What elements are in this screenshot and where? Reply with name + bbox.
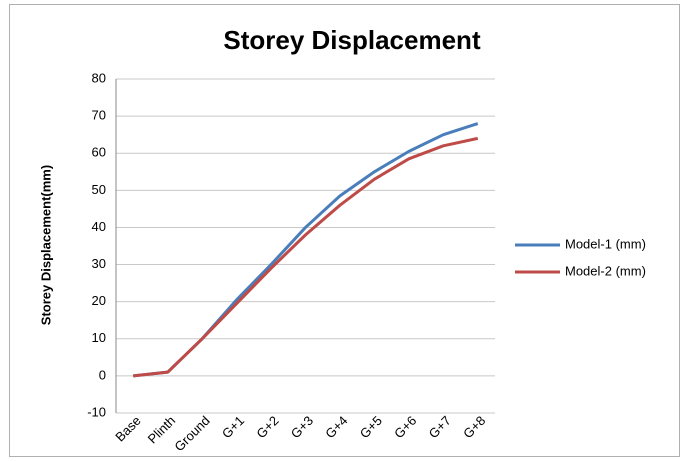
y-tick-label: 30 — [92, 256, 106, 271]
line-series — [133, 136, 479, 378]
legend-label: Model-2 (mm) — [565, 263, 646, 278]
y-tick-label: 20 — [92, 293, 106, 308]
y-tick-label: 10 — [92, 330, 106, 345]
y-tick-label: 0 — [99, 367, 106, 382]
y-tick-label: 40 — [92, 219, 106, 234]
y-tick-label: 60 — [92, 145, 106, 160]
y-tick-label: -10 — [87, 404, 106, 419]
legend-label: Model-1 (mm) — [565, 236, 646, 251]
chart-title: Storey Displacement — [223, 25, 481, 55]
y-tick-label: 80 — [92, 70, 106, 85]
y-tick-label: 70 — [92, 108, 106, 123]
chart-border — [9, 4, 680, 457]
y-tick-label: 50 — [92, 182, 106, 197]
y-axis-label: Storey Displacement(mm) — [38, 165, 53, 325]
